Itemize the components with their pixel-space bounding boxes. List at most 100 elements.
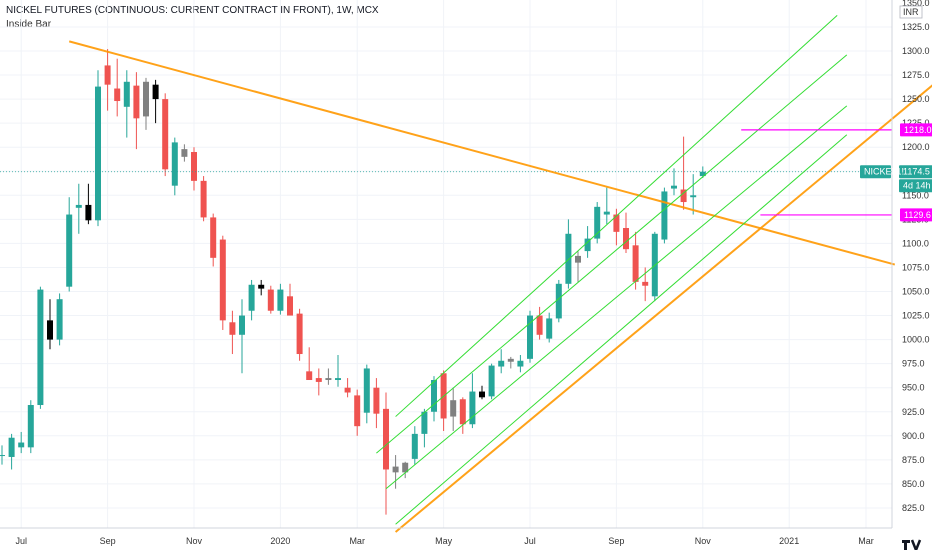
candle-body [0, 455, 5, 457]
channel-line [395, 15, 838, 417]
y-tick-label: 825.0 [902, 503, 925, 513]
x-tick-label: Jul [524, 536, 536, 546]
y-tick-label: 1325.0 [902, 22, 930, 32]
candle-body [335, 378, 341, 381]
x-tick-label: 2021 [779, 536, 799, 546]
candle-body [699, 171, 706, 177]
y-tick-label: 1200.0 [902, 142, 930, 152]
trend-line [68, 40, 896, 266]
candle-body [507, 358, 514, 362]
level-tag: 1218.0 [904, 125, 932, 135]
candle-body [171, 142, 178, 186]
candle-body [248, 284, 255, 311]
candle-body [181, 149, 188, 157]
candle-body [603, 211, 610, 215]
y-tick-label: 1350.0 [902, 0, 930, 8]
candle-body [373, 387, 380, 414]
x-tick-label: Mar [858, 536, 874, 546]
x-tick-label: Sep [608, 536, 624, 546]
candle-body [104, 65, 111, 85]
candle-body [306, 371, 313, 381]
candle-body [325, 378, 332, 381]
x-tick-label: Jul [15, 536, 27, 546]
candle-body [613, 214, 620, 232]
currency-badge [899, 5, 923, 19]
candle-body [363, 368, 370, 413]
candle-body [680, 189, 687, 203]
candle-body [632, 245, 639, 282]
last-price-tag-bg [899, 165, 932, 179]
y-tick-label: 875.0 [902, 455, 925, 465]
y-tick-label: 1250.0 [902, 94, 930, 104]
chart-title: NICKEL FUTURES (CONTINUOUS: CURRENT CONT… [6, 5, 379, 16]
indicator-label[interactable]: Inside Bar [6, 19, 52, 30]
candle-body [575, 255, 581, 263]
candle-body [66, 214, 73, 287]
y-tick-label: 1000.0 [902, 335, 930, 345]
logo-part [904, 540, 907, 550]
candle-body [565, 233, 572, 284]
y-tick-label: 1025.0 [902, 311, 930, 321]
currency-label: INR [903, 7, 919, 17]
y-tick-label: 950.0 [902, 383, 925, 393]
trend-line [394, 84, 932, 533]
candle-body [75, 204, 82, 208]
level-tag: 1129.6 [904, 210, 931, 220]
candles [0, 49, 706, 515]
y-tick-label: 925.0 [902, 407, 925, 417]
candle-body [287, 296, 293, 316]
candle-body [210, 217, 217, 258]
candle-body [392, 466, 399, 473]
candle-body [152, 84, 159, 100]
drawings [0, 15, 932, 533]
channel-line [385, 105, 848, 490]
candle-body [661, 191, 668, 240]
candle-body [421, 411, 428, 434]
candle-body [411, 433, 418, 459]
candle-body [200, 180, 207, 218]
time-axis: Jul Sep Nov 2020 Mar May Jul Sep Nov 2021 Mar [15, 536, 922, 550]
candle-body [219, 239, 226, 321]
logo-part [910, 539, 922, 550]
candle-body [123, 81, 130, 107]
candle-body [344, 387, 351, 393]
candle-body [133, 85, 140, 119]
candle-body [594, 206, 601, 239]
y-tick-label: 850.0 [902, 479, 925, 489]
channel-line [376, 54, 848, 454]
candle-body [450, 400, 457, 417]
grid [0, 0, 892, 528]
candle-body [431, 380, 437, 412]
y-tick-label: 1150.0 [902, 190, 929, 200]
candle-body [623, 228, 629, 250]
candle-body [642, 281, 649, 286]
candle-body [498, 360, 505, 367]
y-tick-label: 1100.0 [902, 238, 929, 248]
candle-body [27, 405, 34, 448]
candle-body [315, 378, 322, 382]
x-tick-label: May [435, 536, 453, 546]
candle-body [536, 315, 543, 335]
candle-body [296, 313, 303, 355]
candle-body [517, 360, 524, 367]
y-tick-label: 1300.0 [902, 46, 930, 56]
y-tick-label: 975.0 [902, 359, 925, 369]
candle-body [469, 391, 476, 425]
candle-body [56, 299, 63, 340]
x-tick-label: 2020 [270, 536, 290, 546]
candle-body [258, 284, 265, 289]
candle-body [143, 81, 149, 117]
candle-body [8, 437, 15, 457]
candle-body [527, 315, 533, 359]
y-tick-label: 1075.0 [902, 262, 930, 272]
symbol-tag: NICKEL1! [864, 167, 904, 177]
tradingview-logo [902, 539, 922, 550]
price-axis: 825.0 850.0 875.0 900.0 925.0 950.0 975.0 1000.… [0, 0, 930, 529]
y-tick-label: 1275.0 [902, 70, 930, 80]
y-tick-label: 1225.0 [902, 118, 930, 128]
candle-body [47, 320, 53, 340]
last-price-tag: 1174.5 [903, 167, 930, 177]
candle-body [114, 88, 121, 102]
